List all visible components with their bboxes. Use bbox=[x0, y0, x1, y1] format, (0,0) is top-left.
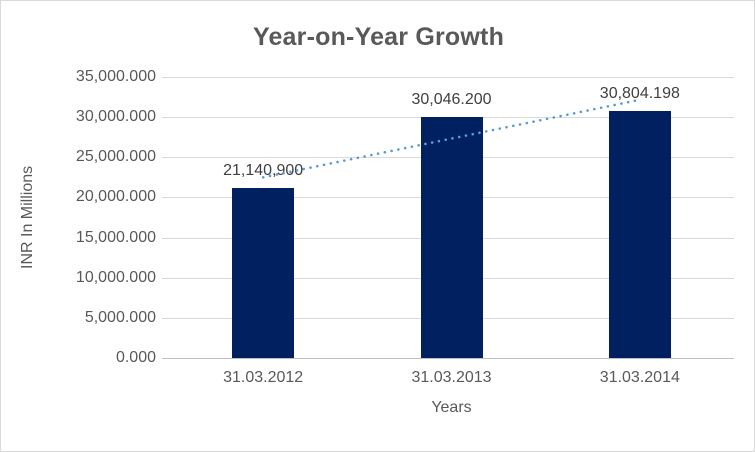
y-tick-label: 15,000.000 bbox=[75, 228, 156, 246]
y-tick-label: 25,000.000 bbox=[75, 148, 156, 166]
plot-area: 21,140,900 30,046.200 30,804.198 bbox=[162, 77, 734, 359]
chart-title: Year-on-Year Growth bbox=[252, 23, 505, 51]
bar-31.03.2012 bbox=[232, 188, 295, 358]
data-label: 30,046.200 bbox=[411, 90, 492, 108]
bar-31.03.2013 bbox=[420, 116, 483, 358]
x-axis-line bbox=[162, 358, 734, 359]
y-axis-tick-labels: 0.000 5,000.000 10,000.000 15,000.000 20,000… bbox=[1, 68, 159, 366]
x-axis-title: Years bbox=[431, 399, 472, 416]
y-tick-label: 10,000.000 bbox=[75, 268, 156, 286]
y-tick-label: 0.000 bbox=[115, 349, 156, 366]
y-tick-label: 35,000.000 bbox=[75, 68, 156, 85]
x-tick-label: 31.03.2013 bbox=[411, 369, 492, 386]
trendline bbox=[261, 98, 642, 179]
x-tick-label: 31.03.2012 bbox=[223, 369, 304, 386]
data-label: 30,804.198 bbox=[599, 84, 680, 102]
gridline bbox=[162, 77, 734, 78]
bar-31.03.2014 bbox=[608, 110, 671, 358]
y-tick-label: 5,000.000 bbox=[84, 308, 156, 326]
x-tick-label: 31.03.2014 bbox=[599, 369, 680, 386]
y-tick-label: 20,000.000 bbox=[75, 188, 156, 206]
data-label: 21,140,900 bbox=[223, 162, 304, 180]
y-tick-label: 30,000.000 bbox=[75, 108, 156, 126]
